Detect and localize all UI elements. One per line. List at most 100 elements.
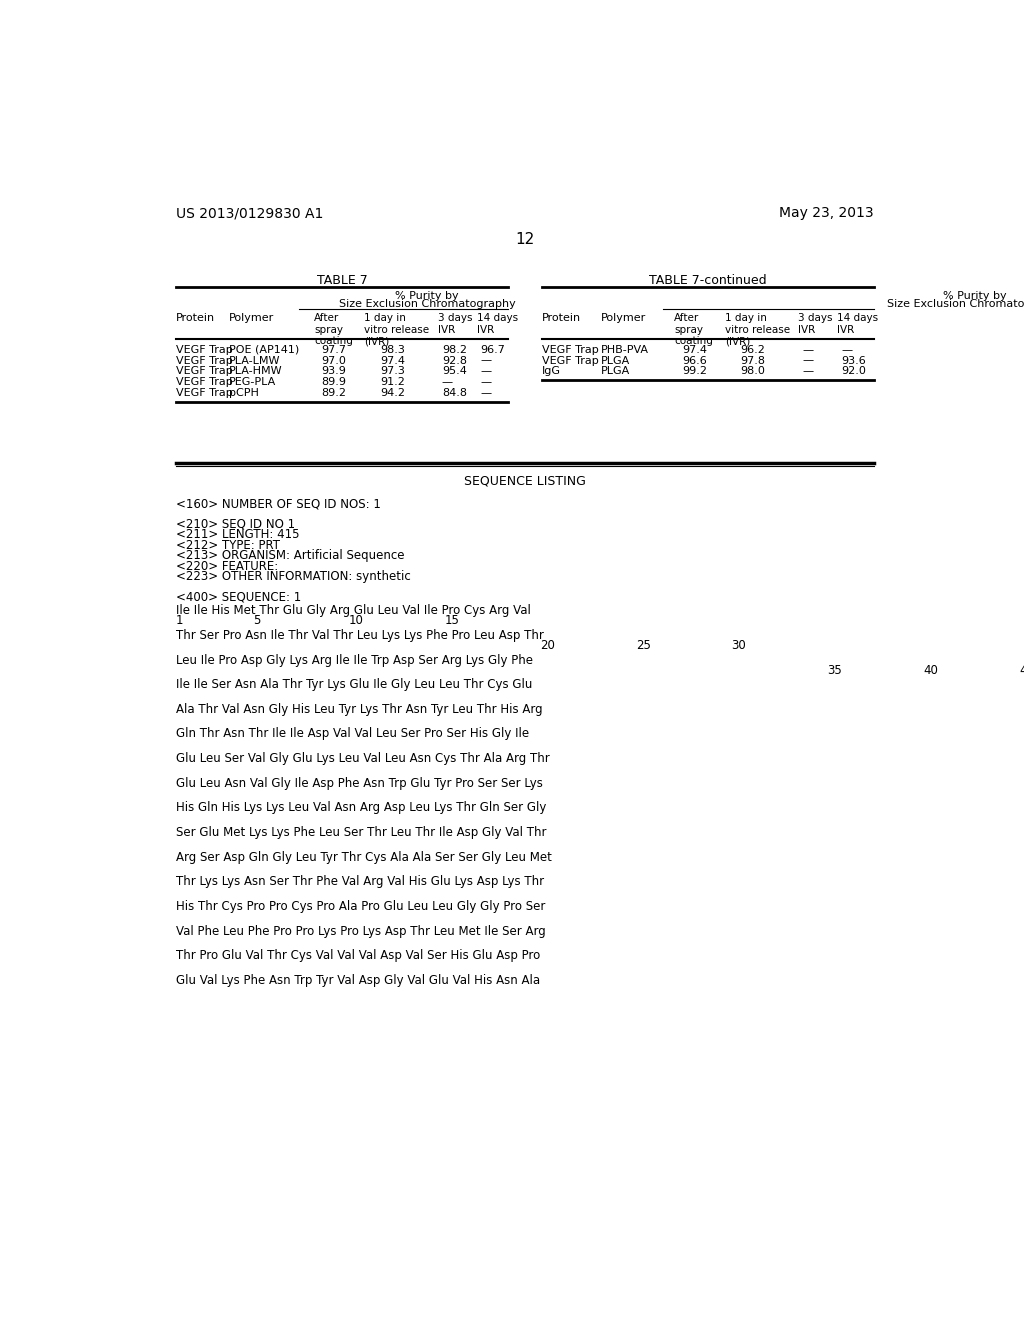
Text: 12: 12 (515, 231, 535, 247)
Text: 96.7: 96.7 (480, 345, 506, 355)
Text: 1 day in
vitro release
(IVR): 1 day in vitro release (IVR) (365, 313, 429, 346)
Text: Size Exclusion Chromatography: Size Exclusion Chromatography (339, 300, 515, 309)
Text: —: — (841, 345, 852, 355)
Text: 35: 35 (827, 664, 842, 677)
Text: 96.6: 96.6 (682, 355, 707, 366)
Text: Ser Glu Met Lys Lys Phe Leu Ser Thr Leu Thr Ile Asp Gly Val Thr: Ser Glu Met Lys Lys Phe Leu Ser Thr Leu … (176, 826, 547, 840)
Text: 20: 20 (540, 639, 555, 652)
Text: 14 days
IVR: 14 days IVR (838, 313, 879, 335)
Text: % Purity by: % Purity by (943, 290, 1007, 301)
Text: Leu Ile Pro Asp Gly Lys Arg Ile Ile Trp Asp Ser Arg Lys Gly Phe: Leu Ile Pro Asp Gly Lys Arg Ile Ile Trp … (176, 653, 534, 667)
Text: <160> NUMBER OF SEQ ID NOS: 1: <160> NUMBER OF SEQ ID NOS: 1 (176, 498, 381, 511)
Text: After
spray
coating: After spray coating (675, 313, 714, 346)
Text: Polymer: Polymer (601, 313, 646, 323)
Text: His Thr Cys Pro Pro Cys Pro Ala Pro Glu Leu Leu Gly Gly Pro Ser: His Thr Cys Pro Pro Cys Pro Ala Pro Glu … (176, 900, 546, 913)
Text: <212> TYPE: PRT: <212> TYPE: PRT (176, 539, 280, 552)
Text: <400> SEQUENCE: 1: <400> SEQUENCE: 1 (176, 591, 301, 603)
Text: May 23, 2013: May 23, 2013 (779, 206, 873, 220)
Text: 30: 30 (731, 639, 746, 652)
Text: 93.9: 93.9 (322, 367, 347, 376)
Text: 15: 15 (444, 614, 459, 627)
Text: Ala Thr Val Asn Gly His Leu Tyr Lys Thr Asn Tyr Leu Thr His Arg: Ala Thr Val Asn Gly His Leu Tyr Lys Thr … (176, 702, 543, 715)
Text: —: — (480, 355, 492, 366)
Text: Thr Pro Glu Val Thr Cys Val Val Val Asp Val Ser His Glu Asp Pro: Thr Pro Glu Val Thr Cys Val Val Val Asp … (176, 949, 541, 962)
Text: 14 days
IVR: 14 days IVR (477, 313, 518, 335)
Text: Protein: Protein (542, 313, 581, 323)
Text: PLGA: PLGA (601, 355, 630, 366)
Text: 98.3: 98.3 (380, 345, 404, 355)
Text: 92.0: 92.0 (841, 367, 866, 376)
Text: VEGF Trap: VEGF Trap (542, 345, 599, 355)
Text: PHB-PVA: PHB-PVA (601, 345, 649, 355)
Text: Glu Val Lys Phe Asn Trp Tyr Val Asp Gly Val Glu Val His Asn Ala: Glu Val Lys Phe Asn Trp Tyr Val Asp Gly … (176, 974, 541, 987)
Text: 40: 40 (924, 664, 938, 677)
Text: 89.2: 89.2 (322, 388, 347, 397)
Text: —: — (802, 367, 813, 376)
Text: PLGA: PLGA (601, 367, 630, 376)
Text: 92.8: 92.8 (442, 355, 467, 366)
Text: 3 days
IVR: 3 days IVR (438, 313, 472, 335)
Text: 84.8: 84.8 (442, 388, 467, 397)
Text: POE (AP141): POE (AP141) (228, 345, 299, 355)
Text: 5: 5 (253, 614, 260, 627)
Text: 94.2: 94.2 (380, 388, 404, 397)
Text: 97.4: 97.4 (380, 355, 404, 366)
Text: —: — (480, 378, 492, 387)
Text: 1 day in
vitro release
(IVR): 1 day in vitro release (IVR) (725, 313, 790, 346)
Text: PLA-LMW: PLA-LMW (228, 355, 281, 366)
Text: 97.4: 97.4 (682, 345, 708, 355)
Text: 97.7: 97.7 (322, 345, 347, 355)
Text: VEGF Trap: VEGF Trap (542, 355, 599, 366)
Text: Polymer: Polymer (228, 313, 274, 323)
Text: 97.8: 97.8 (740, 355, 765, 366)
Text: <210> SEQ ID NO 1: <210> SEQ ID NO 1 (176, 517, 295, 531)
Text: 95.4: 95.4 (442, 367, 467, 376)
Text: VEGF Trap: VEGF Trap (176, 367, 232, 376)
Text: Size Exclusion Chromatography: Size Exclusion Chromatography (887, 300, 1024, 309)
Text: Glu Leu Ser Val Gly Glu Lys Leu Val Leu Asn Cys Thr Ala Arg Thr: Glu Leu Ser Val Gly Glu Lys Leu Val Leu … (176, 752, 550, 766)
Text: 45: 45 (1019, 664, 1024, 677)
Text: 89.9: 89.9 (322, 378, 347, 387)
Text: TABLE 7-continued: TABLE 7-continued (649, 275, 767, 286)
Text: 97.3: 97.3 (380, 367, 404, 376)
Text: VEGF Trap: VEGF Trap (176, 378, 232, 387)
Text: VEGF Trap: VEGF Trap (176, 345, 232, 355)
Text: —: — (802, 355, 813, 366)
Text: —: — (480, 367, 492, 376)
Text: Protein: Protein (176, 313, 215, 323)
Text: 25: 25 (636, 639, 650, 652)
Text: 97.0: 97.0 (322, 355, 347, 366)
Text: 10: 10 (348, 614, 364, 627)
Text: 98.2: 98.2 (442, 345, 467, 355)
Text: Gln Thr Asn Thr Ile Ile Asp Val Val Leu Ser Pro Ser His Gly Ile: Gln Thr Asn Thr Ile Ile Asp Val Val Leu … (176, 727, 529, 741)
Text: PLA-HMW: PLA-HMW (228, 367, 283, 376)
Text: <223> OTHER INFORMATION: synthetic: <223> OTHER INFORMATION: synthetic (176, 570, 411, 583)
Text: 93.6: 93.6 (841, 355, 865, 366)
Text: 99.2: 99.2 (682, 367, 708, 376)
Text: <220> FEATURE:: <220> FEATURE: (176, 560, 279, 573)
Text: 3 days
IVR: 3 days IVR (799, 313, 833, 335)
Text: VEGF Trap: VEGF Trap (176, 388, 232, 397)
Text: —: — (480, 388, 492, 397)
Text: —: — (442, 378, 453, 387)
Text: US 2013/0129830 A1: US 2013/0129830 A1 (176, 206, 324, 220)
Text: pCPH: pCPH (228, 388, 259, 397)
Text: 91.2: 91.2 (380, 378, 404, 387)
Text: Val Phe Leu Phe Pro Pro Lys Pro Lys Asp Thr Leu Met Ile Ser Arg: Val Phe Leu Phe Pro Pro Lys Pro Lys Asp … (176, 924, 546, 937)
Text: PEG-PLA: PEG-PLA (228, 378, 276, 387)
Text: Ile Ile Ser Asn Ala Thr Tyr Lys Glu Ile Gly Leu Leu Thr Cys Glu: Ile Ile Ser Asn Ala Thr Tyr Lys Glu Ile … (176, 678, 532, 692)
Text: VEGF Trap: VEGF Trap (176, 355, 232, 366)
Text: Glu Leu Asn Val Gly Ile Asp Phe Asn Trp Glu Tyr Pro Ser Ser Lys: Glu Leu Asn Val Gly Ile Asp Phe Asn Trp … (176, 776, 543, 789)
Text: SEQUENCE LISTING: SEQUENCE LISTING (464, 475, 586, 488)
Text: After
spray
coating: After spray coating (314, 313, 353, 346)
Text: <213> ORGANISM: Artificial Sequence: <213> ORGANISM: Artificial Sequence (176, 549, 404, 562)
Text: Thr Lys Lys Asn Ser Thr Phe Val Arg Val His Glu Lys Asp Lys Thr: Thr Lys Lys Asn Ser Thr Phe Val Arg Val … (176, 875, 544, 888)
Text: IgG: IgG (542, 367, 561, 376)
Text: 98.0: 98.0 (740, 367, 765, 376)
Text: Ile Ile His Met Thr Glu Gly Arg Glu Leu Val Ile Pro Cys Arg Val: Ile Ile His Met Thr Glu Gly Arg Glu Leu … (176, 605, 530, 618)
Text: Thr Ser Pro Asn Ile Thr Val Thr Leu Lys Lys Phe Pro Leu Asp Thr: Thr Ser Pro Asn Ile Thr Val Thr Leu Lys … (176, 628, 544, 642)
Text: —: — (802, 345, 813, 355)
Text: % Purity by: % Purity by (395, 290, 459, 301)
Text: Arg Ser Asp Gln Gly Leu Tyr Thr Cys Ala Ala Ser Ser Gly Leu Met: Arg Ser Asp Gln Gly Leu Tyr Thr Cys Ala … (176, 850, 552, 863)
Text: His Gln His Lys Lys Leu Val Asn Arg Asp Leu Lys Thr Gln Ser Gly: His Gln His Lys Lys Leu Val Asn Arg Asp … (176, 801, 547, 814)
